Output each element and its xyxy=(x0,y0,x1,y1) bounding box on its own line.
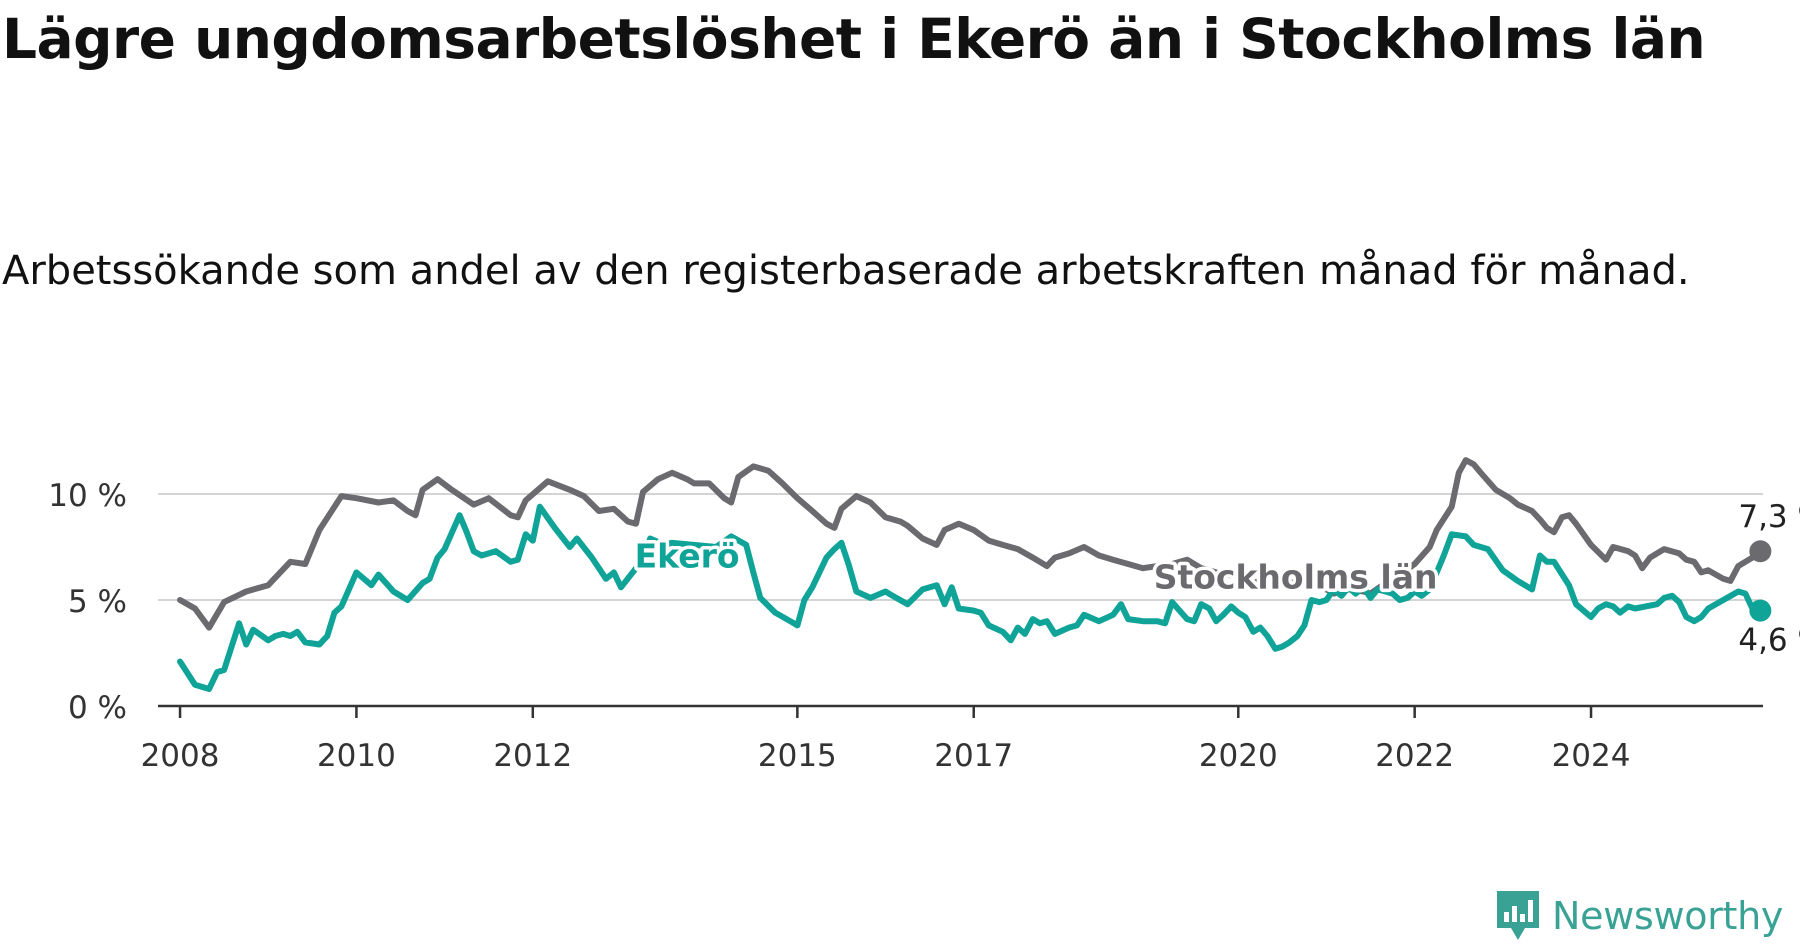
chart-subtitle: Arbetssökande som andel av den registerb… xyxy=(2,248,1690,294)
x-tick-label: 2010 xyxy=(317,738,396,774)
x-tick-label: 2020 xyxy=(1199,738,1278,774)
bar-chart-icon xyxy=(1497,891,1539,940)
series-lines xyxy=(177,457,1772,692)
chart-title: Lägre ungdomsarbetslöshet i Ekerö än i S… xyxy=(2,7,1706,71)
y-tick-label: 5 % xyxy=(68,584,127,620)
series-line-eker xyxy=(177,503,1764,692)
series-annotation: Ekerö xyxy=(635,536,740,575)
gridlines xyxy=(158,493,1763,601)
x-tick-label: 2012 xyxy=(493,738,572,774)
end-point-eker xyxy=(1749,599,1772,622)
x-tick-label: 2022 xyxy=(1375,738,1454,774)
x-tick-label: 2024 xyxy=(1552,738,1631,774)
axes: 0 % 5 % 10 % 2008 2010 2012 2015 2017 2020 2022 20… xyxy=(48,478,1763,774)
x-tick-label: 2008 xyxy=(141,738,220,774)
end-label-eker: 4,6 % xyxy=(1738,623,1800,659)
end-label-stockholms-l-n: 7,3 % xyxy=(1738,499,1800,535)
newsworthy-logo: Newsworthy xyxy=(1494,888,1783,944)
line-chart: 0 % 5 % 10 % 2008 2010 2012 2015 2017 2020 2022 20… xyxy=(48,457,1800,774)
x-tick-label: 2015 xyxy=(758,738,837,774)
y-tick-label: 10 % xyxy=(48,478,127,514)
brand-name: Newsworthy xyxy=(1552,894,1784,938)
end-point-stockholms-l-n xyxy=(1749,540,1772,563)
series-labels: 7,3 % 4,6 % Ekerö Stockholms län xyxy=(631,499,1800,659)
series-annotation: Stockholms län xyxy=(1154,558,1438,597)
y-tick-label: 0 % xyxy=(68,690,127,726)
x-tick-label: 2017 xyxy=(934,738,1013,774)
series-line-stockholms-l-n xyxy=(177,457,1764,631)
